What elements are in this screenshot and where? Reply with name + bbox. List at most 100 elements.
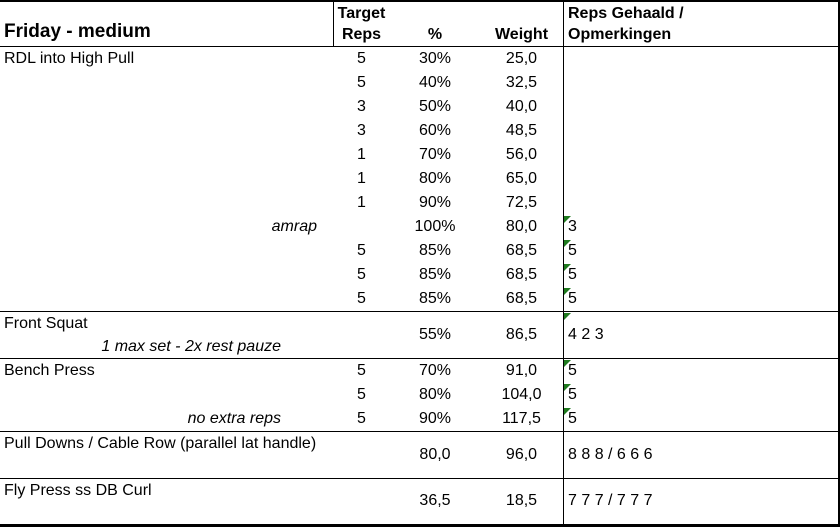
cell-percent[interactable]: 60%	[418, 122, 452, 139]
cell-result[interactable]: 5	[563, 359, 838, 383]
cell-result[interactable]: 5	[563, 239, 838, 263]
cell-percent[interactable]: 30%	[418, 50, 452, 67]
cell-target-reps[interactable]: 5	[357, 410, 366, 427]
cell-target-reps[interactable]: 3	[357, 98, 366, 115]
cell-exercise-name[interactable]	[0, 239, 333, 263]
cell-exercise-name[interactable]	[0, 191, 333, 215]
cell-weight[interactable]: 65,0	[505, 170, 538, 187]
cell-target-reps[interactable]	[333, 479, 390, 522]
cell-result[interactable]	[563, 167, 838, 191]
cell-exercise-name[interactable]: Fly Press ss DB Curl	[0, 479, 333, 522]
cell-result[interactable]: 4 2 3	[563, 312, 838, 358]
cell-exercise-name[interactable]	[0, 287, 333, 311]
cell-exercise-name[interactable]	[0, 71, 333, 95]
cell-weight[interactable]: 80,0	[505, 218, 538, 235]
cell-percent[interactable]: 55%	[418, 326, 452, 343]
exercise-section: Fly Press ss DB Curl 36,5 18,5 7 7 7 / 7 7 …	[0, 479, 838, 522]
cell-percent[interactable]: 90%	[418, 410, 452, 427]
table-row: 5 85% 68,5 5	[0, 287, 838, 311]
cell-percent[interactable]: 90%	[418, 194, 452, 211]
cell-exercise-name[interactable]	[0, 119, 333, 143]
cell-result[interactable]: 5	[563, 383, 838, 407]
cell-weight[interactable]: 25,0	[505, 50, 538, 67]
cell-percent[interactable]: 70%	[418, 362, 452, 379]
comment-indicator-icon	[564, 216, 571, 223]
cell-target-reps[interactable]	[333, 215, 390, 239]
cell-result[interactable]	[563, 71, 838, 95]
cell-result[interactable]	[563, 143, 838, 167]
cell-exercise-name[interactable]: no extra reps	[0, 407, 333, 431]
cell-weight[interactable]: 48,5	[505, 122, 538, 139]
column-header-target-reps[interactable]: Target Reps	[333, 3, 390, 45]
column-header-percent[interactable]: %	[427, 26, 443, 43]
cell-target-reps[interactable]: 5	[357, 290, 366, 307]
cell-result[interactable]	[563, 191, 838, 215]
day-title-cell[interactable]: Friday - medium	[4, 21, 151, 42]
notes-column-divider	[563, 2, 564, 524]
cell-exercise-name[interactable]	[0, 383, 333, 407]
cell-target-reps[interactable]: 5	[357, 242, 366, 259]
cell-percent[interactable]: 100%	[414, 218, 456, 235]
cell-exercise-name[interactable]: RDL into High Pull	[0, 47, 333, 71]
cell-percent[interactable]: 80,0	[419, 446, 451, 463]
cell-percent[interactable]: 80%	[418, 386, 452, 403]
cell-result[interactable]: 5	[563, 263, 838, 287]
cell-result[interactable]	[563, 119, 838, 143]
cell-target-reps[interactable]: 1	[357, 170, 366, 187]
cell-exercise-name[interactable]: Bench Press	[0, 359, 333, 383]
cell-weight[interactable]: 18,5	[505, 491, 538, 509]
column-header-notes[interactable]: Reps Gehaald / Opmerkingen	[568, 3, 684, 45]
cell-weight[interactable]: 117,5	[502, 410, 541, 427]
note-row: 1 max set - 2x rest pauze	[0, 335, 333, 358]
cell-exercise-name[interactable]: Front Squat 1 max set - 2x rest pauze	[0, 312, 333, 358]
cell-percent[interactable]: 40%	[418, 74, 452, 91]
cell-percent[interactable]: 36,5	[419, 491, 451, 509]
cell-exercise-name[interactable]	[0, 263, 333, 287]
cell-result[interactable]: 8 8 8 / 6 6 6	[563, 432, 838, 478]
cell-target-reps[interactable]: 5	[357, 386, 366, 403]
cell-percent[interactable]: 80%	[418, 170, 452, 187]
cell-weight[interactable]: 68,5	[505, 266, 538, 283]
cell-percent[interactable]: 50%	[418, 98, 452, 115]
cell-exercise-name[interactable]	[0, 95, 333, 119]
cell-target-reps[interactable]	[333, 312, 390, 358]
table-row: Pull Downs / Cable Row (parallel lat han…	[0, 432, 838, 478]
cell-weight[interactable]: 96,0	[505, 446, 538, 463]
cell-weight[interactable]: 68,5	[505, 290, 538, 307]
cell-weight[interactable]: 56,0	[505, 146, 538, 163]
cell-percent[interactable]: 70%	[418, 146, 452, 163]
cell-target-reps[interactable]: 5	[357, 74, 366, 91]
cell-percent[interactable]: 85%	[418, 266, 452, 283]
cell-weight[interactable]: 86,5	[505, 326, 538, 343]
cell-result[interactable]	[563, 95, 838, 119]
cell-weight[interactable]: 91,0	[505, 362, 538, 379]
cell-weight[interactable]: 68,5	[505, 242, 538, 259]
column-header-weight[interactable]: Weight	[494, 26, 549, 43]
cell-exercise-name[interactable]: amrap	[0, 215, 333, 239]
cell-exercise-name[interactable]	[0, 167, 333, 191]
table-row: 3 60% 48,5	[0, 119, 838, 143]
cell-weight[interactable]: 104,0	[501, 386, 542, 403]
cell-target-reps[interactable]	[333, 432, 390, 478]
cell-percent[interactable]: 85%	[418, 290, 452, 307]
cell-result[interactable]: 3	[563, 215, 838, 239]
cell-target-reps[interactable]: 5	[357, 362, 366, 379]
cell-exercise-name[interactable]	[0, 143, 333, 167]
cell-weight[interactable]: 32,5	[505, 74, 538, 91]
cell-exercise-name[interactable]: Pull Downs / Cable Row (parallel lat han…	[0, 432, 333, 478]
exercise-section: RDL into High Pull 5 30% 25,0 5 40% 32,5 3 50% 40…	[0, 47, 838, 312]
target-reps-header-line2: Reps	[341, 26, 382, 43]
cell-target-reps[interactable]: 5	[357, 266, 366, 283]
cell-percent[interactable]: 85%	[418, 242, 452, 259]
cell-target-reps[interactable]: 1	[357, 194, 366, 211]
cell-result[interactable]	[563, 47, 838, 71]
cell-target-reps[interactable]: 1	[357, 146, 366, 163]
cell-weight[interactable]: 72,5	[505, 194, 538, 211]
cell-weight[interactable]: 40,0	[505, 98, 538, 115]
cell-target-reps[interactable]: 3	[357, 122, 366, 139]
table-row: no extra reps 5 90% 117,5 5	[0, 407, 838, 431]
cell-target-reps[interactable]: 5	[357, 50, 366, 67]
cell-result[interactable]: 5	[563, 287, 838, 311]
cell-result[interactable]: 7 7 7 / 7 7 7	[563, 479, 838, 522]
cell-result[interactable]: 5	[563, 407, 838, 431]
